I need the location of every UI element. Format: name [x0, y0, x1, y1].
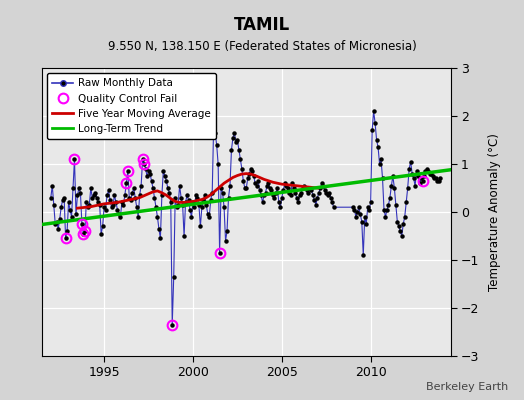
Text: 9.550 N, 138.150 E (Federated States of Micronesia): 9.550 N, 138.150 E (Federated States of … — [107, 40, 417, 53]
Text: TAMIL: TAMIL — [234, 16, 290, 34]
Y-axis label: Temperature Anomaly (°C): Temperature Anomaly (°C) — [488, 133, 501, 291]
Legend: Raw Monthly Data, Quality Control Fail, Five Year Moving Average, Long-Term Tren: Raw Monthly Data, Quality Control Fail, … — [47, 73, 216, 139]
Text: Berkeley Earth: Berkeley Earth — [426, 382, 508, 392]
